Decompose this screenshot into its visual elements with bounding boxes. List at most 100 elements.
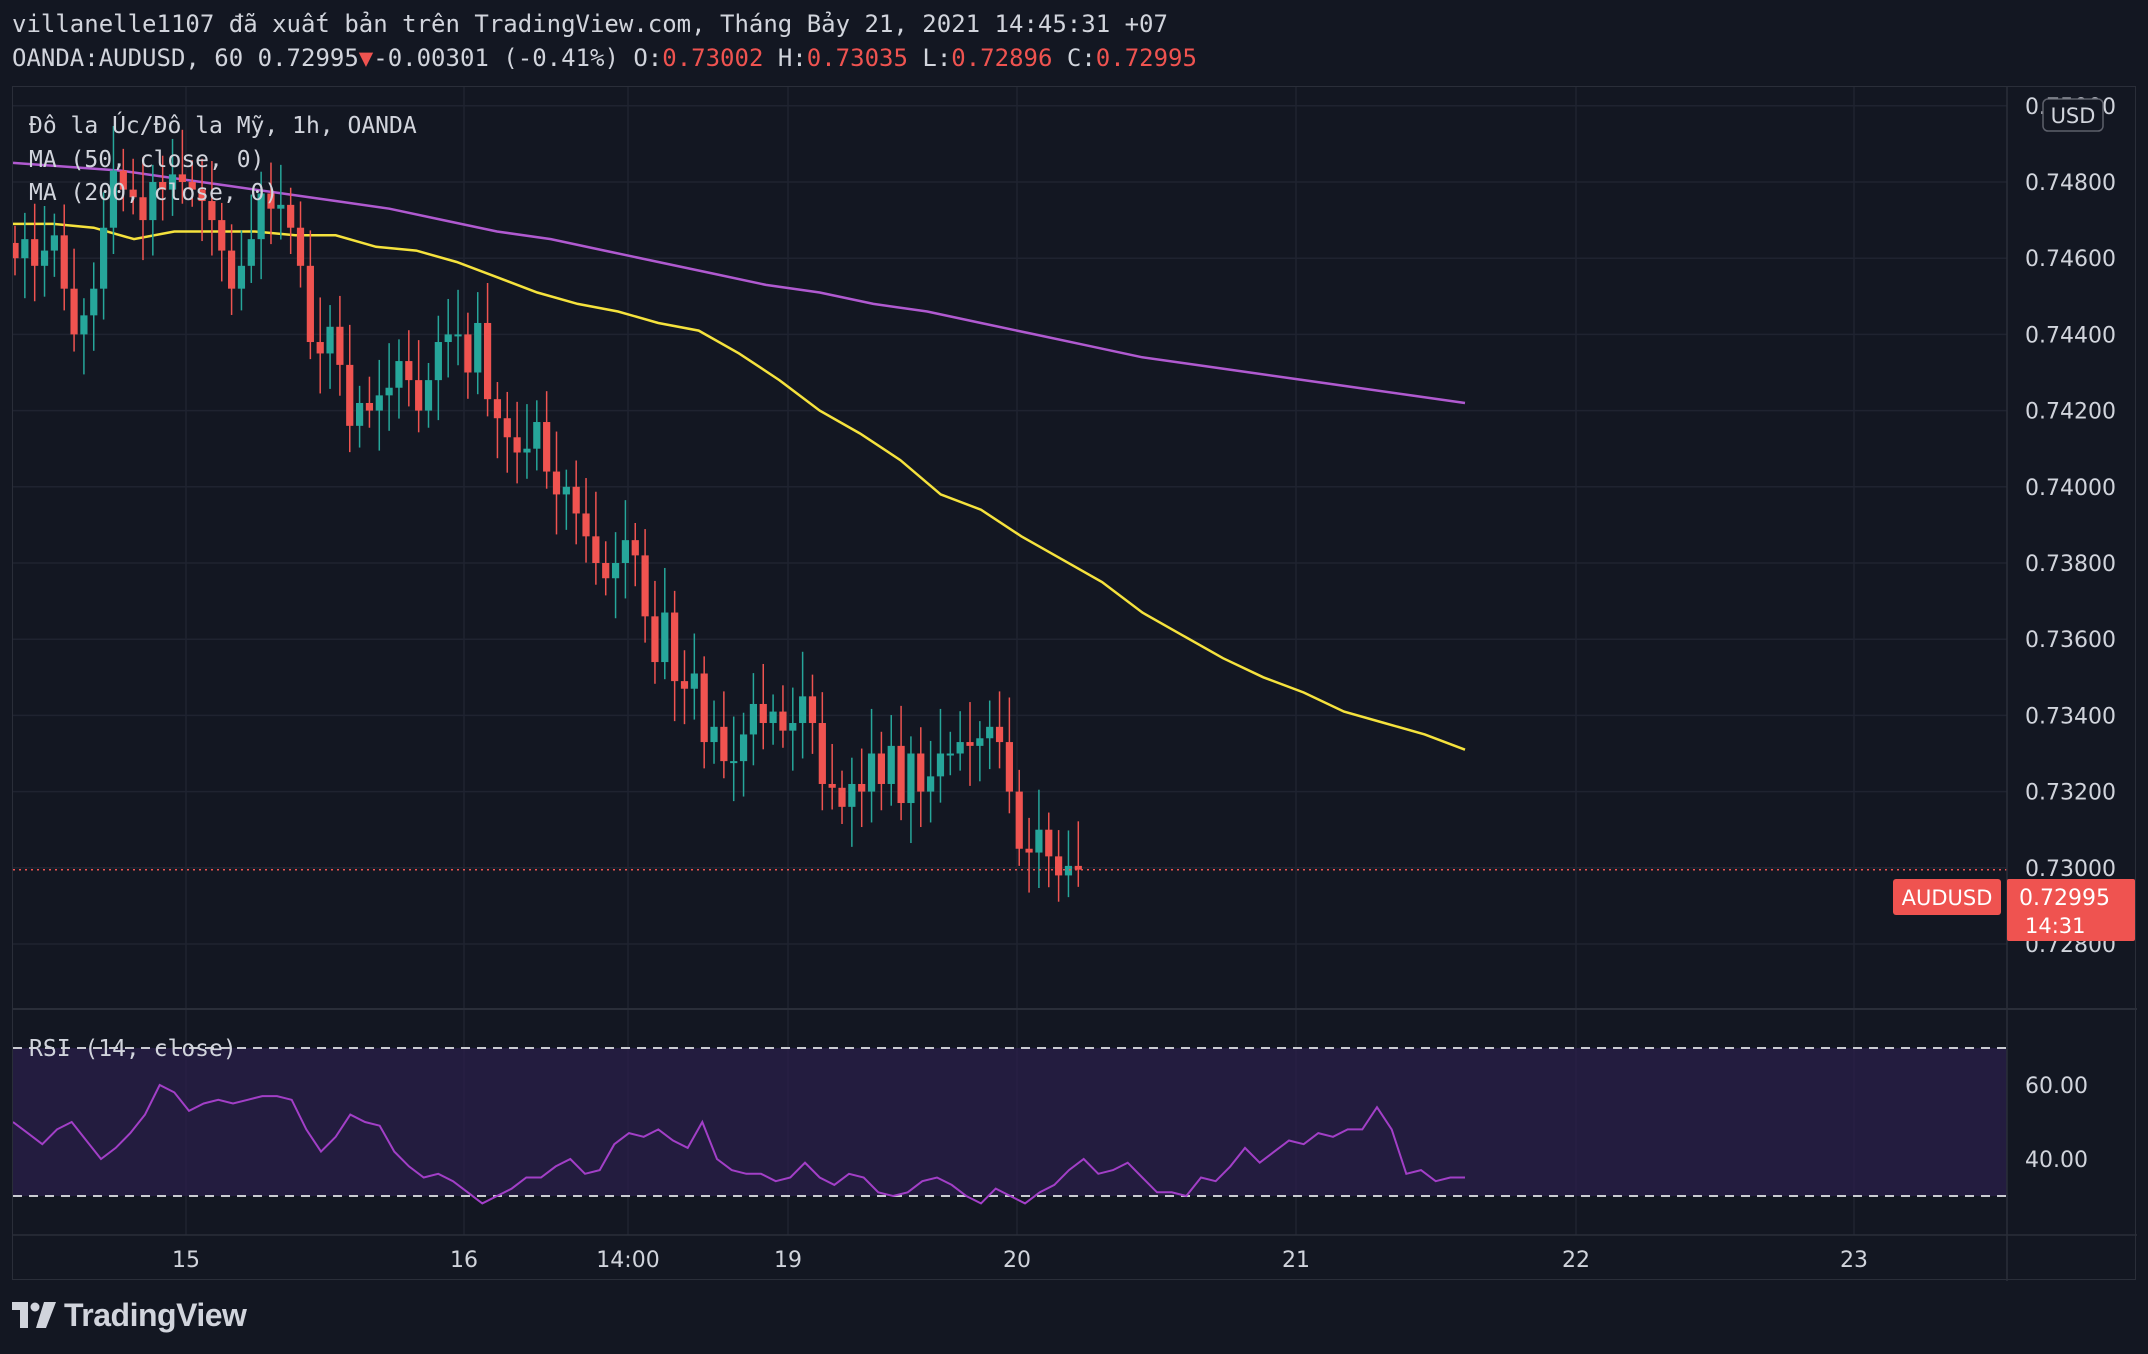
candle-body[interactable]	[267, 193, 275, 209]
candle-body[interactable]	[365, 402, 374, 411]
candle-body[interactable]	[464, 334, 472, 373]
candle-body[interactable]	[799, 696, 807, 724]
candle-body[interactable]	[60, 235, 68, 289]
candle-body[interactable]	[572, 486, 580, 514]
rsi-axis[interactable]: 40.00 60.00	[2025, 1074, 2088, 1173]
candle-body[interactable]	[1064, 865, 1073, 876]
candle-body[interactable]	[661, 612, 669, 663]
candle-body[interactable]	[424, 380, 433, 411]
candle-body[interactable]	[769, 711, 777, 724]
candle-body[interactable]	[483, 322, 492, 400]
candle-body[interactable]	[533, 422, 541, 449]
candle-body[interactable]	[237, 265, 246, 289]
candle-body[interactable]	[749, 703, 758, 735]
candle-body[interactable]	[227, 250, 236, 289]
legend-rsi[interactable]: RSI (14, close)	[29, 1036, 237, 1062]
candle-body[interactable]	[818, 723, 826, 784]
time-axis[interactable]: 15 16 14:00 19 20 21 22 23	[172, 1248, 1868, 1273]
candle-body[interactable]	[936, 753, 945, 777]
candle-body[interactable]	[50, 235, 58, 251]
candle-body[interactable]	[779, 711, 787, 731]
candle-body[interactable]	[917, 753, 925, 792]
rsi-line[interactable]	[12, 1083, 1465, 1205]
candle-body[interactable]	[995, 726, 1004, 743]
candle-body[interactable]	[828, 783, 836, 788]
candle-body[interactable]	[434, 342, 442, 381]
candle-body[interactable]	[375, 395, 383, 411]
candle-body[interactable]	[562, 486, 570, 495]
symbol-label[interactable]: OANDA:AUDUSD, 60	[12, 44, 244, 72]
candle-body[interactable]	[1015, 791, 1023, 849]
candle-body[interactable]	[405, 361, 413, 381]
candle-body[interactable]	[582, 513, 590, 537]
legend-ma50[interactable]: MA (50, close, 0)	[29, 147, 264, 173]
candle-body[interactable]	[346, 364, 354, 426]
candle-body[interactable]	[592, 536, 600, 563]
candle-body[interactable]	[395, 361, 403, 388]
currency-badge[interactable]: USD	[2042, 98, 2104, 132]
footer[interactable]: TradingView	[12, 1295, 247, 1335]
candle-body[interactable]	[710, 726, 718, 743]
candle-body[interactable]	[1055, 856, 1063, 876]
candle-body[interactable]	[70, 288, 78, 335]
candle-body[interactable]	[887, 745, 895, 784]
candle-body[interactable]	[1035, 829, 1043, 853]
candle-body[interactable]	[966, 742, 974, 746]
candle-body[interactable]	[287, 204, 295, 228]
candle-body[interactable]	[602, 563, 610, 579]
candle-body[interactable]	[759, 703, 767, 724]
candle-body[interactable]	[858, 783, 866, 792]
candle-body[interactable]	[109, 170, 118, 228]
candle-body[interactable]	[454, 334, 462, 337]
candle-body[interactable]	[1045, 829, 1053, 857]
candle-body[interactable]	[100, 227, 108, 289]
candle-body[interactable]	[739, 734, 748, 762]
candle-body[interactable]	[503, 418, 511, 438]
candle-body[interactable]	[326, 326, 334, 354]
price-chart[interactable]: 0.728000.730000.732000.734000.736000.738…	[11, 87, 2137, 1281]
candle-body[interactable]	[218, 220, 226, 251]
candle-body[interactable]	[720, 726, 728, 762]
candle-body[interactable]	[730, 761, 738, 764]
candle-body[interactable]	[1025, 848, 1033, 853]
candles[interactable]	[11, 125, 1082, 902]
candle-body[interactable]	[444, 334, 452, 343]
candle-body[interactable]	[11, 242, 19, 259]
ma200-line[interactable]	[12, 161, 1466, 405]
candle-body[interactable]	[1074, 865, 1082, 870]
candle-body[interactable]	[385, 387, 393, 396]
candle-body[interactable]	[149, 182, 157, 221]
candle-body[interactable]	[168, 174, 177, 190]
candle-body[interactable]	[90, 288, 98, 316]
candle-body[interactable]	[976, 738, 984, 746]
candle-body[interactable]	[907, 753, 915, 804]
candle-body[interactable]	[188, 182, 196, 190]
candle-body[interactable]	[631, 540, 639, 556]
candle-body[interactable]	[671, 612, 679, 682]
candle-body[interactable]	[247, 239, 255, 266]
candle-body[interactable]	[680, 681, 689, 689]
candle-body[interactable]	[897, 745, 905, 804]
candle-body[interactable]	[789, 723, 797, 731]
candle-body[interactable]	[129, 189, 137, 198]
legend-ma200[interactable]: MA (200, close, 0)	[29, 180, 278, 206]
candle-body[interactable]	[336, 326, 344, 365]
candle-body[interactable]	[848, 783, 856, 807]
candle-body[interactable]	[80, 315, 88, 335]
candle-body[interactable]	[415, 380, 423, 411]
candle-body[interactable]	[651, 616, 659, 663]
candle-body[interactable]	[838, 787, 846, 807]
candle-body[interactable]	[956, 742, 964, 754]
candle-body[interactable]	[621, 540, 630, 563]
candle-body[interactable]	[40, 250, 49, 266]
candle-body[interactable]	[474, 322, 482, 373]
candle-body[interactable]	[611, 563, 620, 579]
candle-body[interactable]	[257, 193, 265, 240]
candle-body[interactable]	[543, 422, 551, 472]
candle-body[interactable]	[927, 776, 935, 792]
candle-body[interactable]	[493, 399, 502, 419]
ma50-line[interactable]	[13, 222, 1466, 751]
candle-body[interactable]	[119, 170, 127, 190]
candle-body[interactable]	[21, 239, 29, 259]
candle-body[interactable]	[700, 673, 708, 743]
